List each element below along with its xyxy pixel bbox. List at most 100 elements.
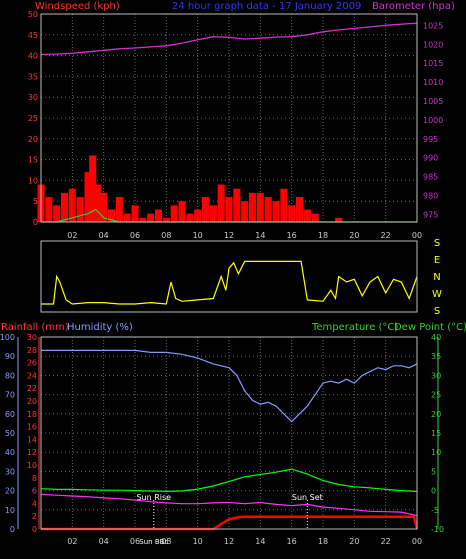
- x-tick-label: 10: [193, 231, 203, 240]
- windspeed-bar: [201, 197, 210, 222]
- x-tick-label: 18: [318, 231, 328, 240]
- windspeed-bar: [154, 209, 163, 222]
- x-tick-label: 00: [412, 231, 422, 240]
- humidity-tick-label: 70: [5, 391, 15, 400]
- humidity-axis-label: Humidity (%): [67, 322, 133, 333]
- x-tick-label: 08: [161, 537, 171, 546]
- temperature-tick-label: 0: [431, 487, 436, 496]
- barometer-axis-label: Barometer (hpa): [372, 1, 455, 12]
- humidity-tick-label: 40: [5, 448, 15, 457]
- x-tick-label: 04: [99, 537, 109, 546]
- compass-label: N: [433, 272, 440, 283]
- temperature-line: [40, 468, 418, 493]
- windspeed-bar: [288, 205, 296, 222]
- barometer-tick-label: 1025: [423, 21, 443, 30]
- rainfall-line: [41, 515, 419, 531]
- windspeed-bar: [272, 201, 280, 222]
- humidity-tick-label: 100: [0, 333, 15, 342]
- rainfall-tick-label: 6: [32, 487, 37, 496]
- windspeed-tick-label: 10: [28, 176, 38, 185]
- windspeed-bar: [76, 197, 84, 222]
- temperature-tick-label: 30: [431, 371, 441, 380]
- windspeed-bar: [53, 205, 61, 222]
- x-tick-label: 08: [161, 231, 171, 240]
- barometer-tick-label: 985: [423, 173, 438, 182]
- windspeed-bar: [123, 213, 131, 222]
- windspeed-tick-label: 5: [33, 197, 38, 206]
- windspeed-axis-label: Windspeed (kph): [35, 1, 120, 12]
- barometer-tick-label: 1020: [423, 40, 443, 49]
- windspeed-tick-label: 40: [28, 52, 38, 61]
- temperature-tick-label: 25: [431, 391, 441, 400]
- windspeed-bar: [241, 201, 249, 222]
- windspeed-bar: [178, 201, 186, 222]
- windspeed-bar: [264, 197, 272, 222]
- windspeed-bar: [248, 192, 257, 222]
- rainfall-tick-label: 24: [27, 371, 37, 380]
- barometer-tick-label: 995: [423, 135, 438, 144]
- sun-extra-label: Sun BBc: [139, 538, 168, 546]
- dewpoint-line: [40, 493, 418, 517]
- compass-label: S: [434, 238, 440, 249]
- x-tick-label: 02: [67, 537, 77, 546]
- temperature-tick-label: -5: [431, 506, 439, 515]
- x-tick-label: 20: [349, 537, 359, 546]
- barometer-line: [40, 22, 418, 56]
- windspeed-bar: [131, 205, 139, 222]
- humidity-tick-label: 90: [5, 352, 15, 361]
- rainfall-tick-label: 8: [32, 474, 37, 483]
- windspeed-bar: [225, 197, 233, 222]
- windspeed-bar: [256, 192, 264, 222]
- rainfall-tick-label: 16: [27, 423, 37, 432]
- windspeed-bar: [162, 217, 170, 222]
- windspeed-bar: [186, 213, 194, 222]
- x-tick-label: 16: [287, 231, 297, 240]
- x-tick-label: 06: [130, 537, 140, 546]
- rainfall-tick-label: 22: [27, 384, 37, 393]
- compass-label: E: [434, 255, 440, 266]
- sun-annotation-label: Sun Rise: [136, 493, 171, 502]
- windspeed-bar: [335, 217, 343, 222]
- x-tick-label: 02: [67, 231, 77, 240]
- rainfall-axis-label: Rainfall (mm): [1, 322, 69, 333]
- wind-direction-line: [41, 260, 418, 305]
- windspeed-tick-label: 0: [33, 218, 38, 227]
- rainfall-tick-label: 26: [27, 359, 37, 368]
- rainfall-tick-label: 2: [32, 512, 37, 521]
- rainfall-tick-label: 30: [27, 333, 37, 342]
- x-tick-label: 22: [381, 537, 391, 546]
- dewpoint-axis-label: Dew Point (°C): [394, 322, 466, 333]
- temp-humidity-rain-frame: [40, 336, 418, 530]
- temperature-axis-label: Temperature (°C): [311, 322, 398, 333]
- barometer-tick-label: 975: [423, 210, 438, 219]
- compass-label: W: [432, 289, 442, 300]
- windspeed-bar: [89, 155, 97, 222]
- rainfall-tick-label: 12: [27, 448, 37, 457]
- x-tick-label: 18: [318, 537, 328, 546]
- x-tick-label: 16: [287, 537, 297, 546]
- windspeed-tick-label: 20: [28, 135, 38, 144]
- windspeed-bar: [84, 172, 92, 222]
- barometer-tick-label: 1005: [423, 97, 443, 106]
- header-title: 24 hour graph data - 17 January 2009: [172, 1, 361, 12]
- windspeed-bar: [93, 184, 101, 222]
- rainfall-tick-label: 18: [27, 410, 37, 419]
- windspeed-bar: [295, 197, 304, 222]
- humidity-line: [41, 349, 418, 423]
- x-tick-label: 12: [224, 537, 234, 546]
- temperature-tick-label: 5: [431, 467, 436, 476]
- rainfall-tick-label: 0: [32, 525, 37, 534]
- humidity-tick-label: 80: [5, 371, 15, 380]
- windspeed-tick-label: 25: [28, 114, 38, 123]
- windspeed-bar: [280, 188, 288, 222]
- windspeed-bar: [60, 192, 69, 222]
- x-tick-label: 04: [99, 231, 109, 240]
- windspeed-bar: [68, 188, 76, 222]
- barometer-tick-label: 980: [423, 192, 438, 201]
- humidity-tick-label: 0: [10, 525, 15, 534]
- humidity-tick-label: 60: [5, 410, 15, 419]
- windspeed-bar: [233, 188, 241, 222]
- temperature-tick-label: 20: [431, 410, 441, 419]
- x-tick-label: 10: [193, 537, 203, 546]
- windspeed-tick-label: 45: [28, 31, 38, 40]
